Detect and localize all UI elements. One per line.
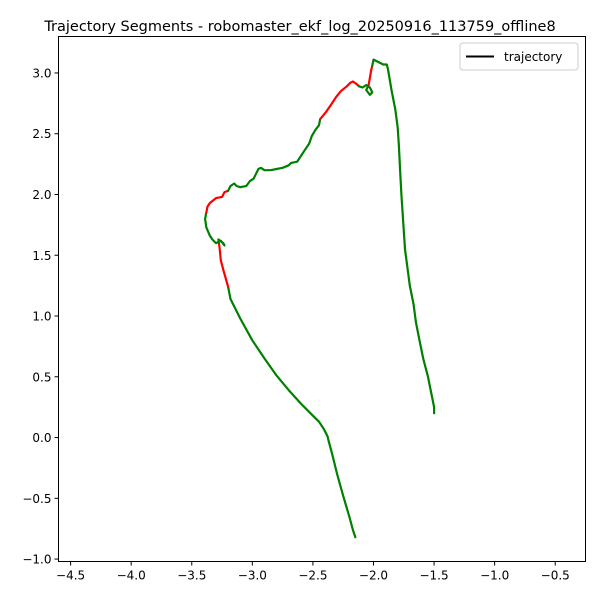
- y-tick-label: 3.0: [32, 66, 51, 80]
- y-tick-label: 1.0: [32, 310, 51, 324]
- y-tick-label: 2.0: [32, 188, 51, 202]
- trajectory-segment-red: [217, 238, 230, 288]
- legend: trajectory: [459, 42, 579, 71]
- x-tick-label: −1.0: [480, 569, 509, 583]
- legend-box: [459, 42, 579, 71]
- x-tick-label: −3.0: [238, 569, 267, 583]
- x-tick-label: −2.5: [298, 569, 327, 583]
- trajectory-segment-green: [357, 83, 374, 96]
- y-tick-label: −1.0: [22, 553, 51, 567]
- x-tick-label: −3.5: [177, 569, 206, 583]
- y-tick-label: 1.5: [32, 249, 51, 263]
- y-tick-label: 0.5: [32, 370, 51, 384]
- trajectory-segment-red: [205, 189, 230, 214]
- y-axis-ticks: −1.0 −0.5 0.0 0.5 1.0 1.5 2.0 2.5 3.0: [22, 66, 59, 567]
- trajectory-segment-green: [371, 58, 436, 415]
- x-tick-label: −4.5: [56, 569, 85, 583]
- y-tick-label: 0.0: [32, 431, 51, 445]
- chart-title: Trajectory Segments - robomaster_ekf_log…: [43, 19, 555, 35]
- plot-frame: [58, 36, 586, 562]
- trajectory-segment-green: [204, 211, 226, 247]
- trajectory-segment-green: [227, 117, 322, 192]
- y-tick-label: 2.5: [32, 127, 51, 141]
- legend-label-trajectory: trajectory: [504, 50, 562, 64]
- trajectory-segment-red: [319, 80, 361, 121]
- x-tick-label: −1.5: [419, 569, 448, 583]
- x-tick-label: −4.0: [117, 569, 146, 583]
- trajectory-segment-red: [367, 64, 374, 87]
- trajectory-series: [204, 58, 436, 539]
- trajectory-segment-green: [227, 285, 357, 539]
- x-tick-label: −0.5: [541, 569, 570, 583]
- x-tick-label: −2.0: [359, 569, 388, 583]
- x-axis-ticks: −4.5 −4.0 −3.5 −3.0 −2.5 −2.0 −1.5 −1.0 −0.5: [56, 561, 570, 583]
- y-tick-label: −0.5: [22, 492, 51, 506]
